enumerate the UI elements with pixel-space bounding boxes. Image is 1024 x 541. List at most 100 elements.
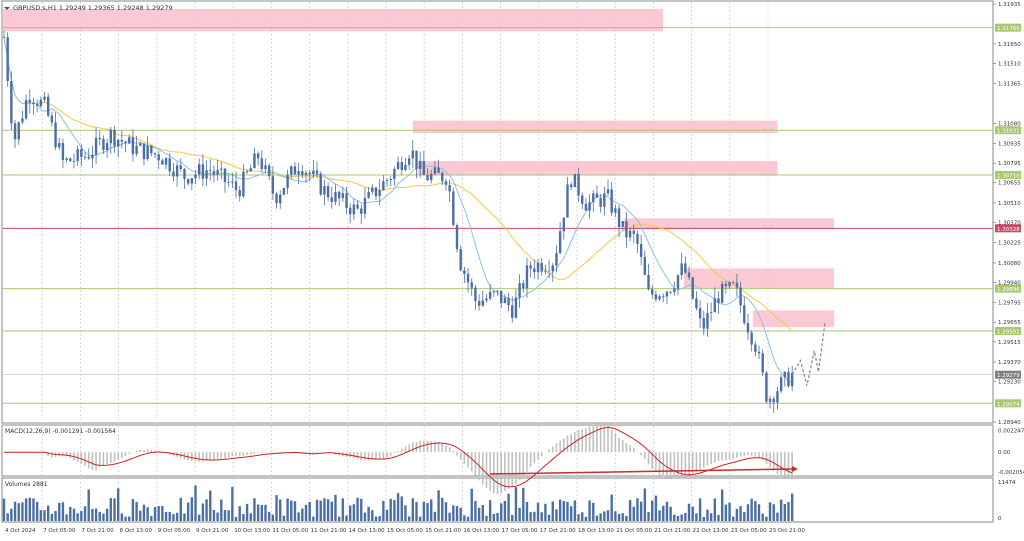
time-label: 21 Oct 21:00 [654, 528, 690, 534]
time-label: 10 Oct 13:00 [234, 528, 270, 534]
volume-bar [168, 511, 171, 521]
volume-bar [279, 499, 282, 521]
volume-axis-label: 0 [998, 516, 1002, 522]
volume-bar [584, 516, 588, 521]
volume-bar [142, 504, 146, 521]
candle-body [337, 191, 341, 199]
candle-body [396, 162, 400, 169]
resistance-zone [683, 268, 834, 289]
candle-body [50, 115, 54, 123]
time-label: 14 Oct 13:00 [349, 528, 385, 534]
moving-average-fast [3, 37, 793, 384]
candle-body [83, 156, 87, 158]
volume-bar [514, 487, 518, 521]
volume-bar [275, 495, 278, 521]
candle-body [179, 165, 182, 169]
volume-bar [308, 501, 311, 521]
macd-axis-label: -0.002054 [998, 470, 1024, 476]
volume-bar [540, 512, 543, 521]
time-axis[interactable]: 4 Oct 2024 7 Oct 05:00 7 Oct 21:00 8 Oct 13… [5, 528, 805, 534]
volume-bar [776, 512, 779, 521]
candle-body [551, 265, 554, 272]
price-tick-label: 1.29370 [998, 360, 1021, 366]
time-label: 16 Oct 13:00 [463, 528, 499, 534]
volume-bar [525, 501, 529, 521]
time-label: 23 Oct 21:00 [769, 528, 805, 534]
volume-bar [120, 513, 124, 521]
price-tick-label: 1.29655 [998, 320, 1021, 326]
volume-bar [28, 497, 31, 521]
candle-body [592, 193, 595, 203]
candle-body [65, 158, 68, 160]
price-panel[interactable] [1, 0, 994, 424]
candle-body [779, 377, 783, 392]
price-axis[interactable]: 1.31935 1.31650 1.31510 1.31365 1.31080 1.309… [993, 2, 1021, 426]
candle-body [371, 187, 374, 192]
candle-body [669, 291, 672, 293]
candle-body [676, 275, 680, 289]
volume-bar [183, 513, 186, 521]
candle-body [10, 81, 13, 124]
volume-bar [326, 499, 330, 521]
candle-body [757, 351, 761, 354]
volume-bar [54, 511, 57, 521]
candle-body [139, 143, 142, 146]
chart-menu-icon[interactable] [4, 7, 10, 10]
candle-body [588, 202, 591, 211]
candle-body [72, 160, 76, 162]
volume-bar [286, 498, 289, 521]
candle-body [76, 149, 79, 161]
candle-body [223, 168, 227, 183]
candle-body [356, 204, 359, 209]
volume-bar [422, 501, 426, 521]
candle-body [698, 308, 702, 319]
volume-bar [135, 501, 138, 521]
price-level-badges: 1.31766 1.31031 1.30710 1.30328 1.29896 1.295… [995, 23, 1021, 408]
candle-body [400, 162, 403, 171]
candle-body [724, 283, 728, 287]
candle-body [120, 139, 124, 142]
price-tick-label: 1.30080 [998, 261, 1021, 267]
candle-body [654, 294, 658, 300]
candle-body [488, 291, 492, 299]
volume-bar [669, 506, 672, 521]
candle-body [411, 150, 415, 159]
candle-body [58, 143, 61, 148]
volume-bar [757, 504, 761, 521]
volume-bar [500, 503, 503, 521]
candle-body [13, 123, 17, 140]
volume-bar [790, 493, 794, 521]
volume-bar [488, 500, 492, 521]
volume-bar [186, 502, 190, 521]
candle-body [529, 265, 532, 269]
candle-body [131, 137, 135, 154]
volume-bar [312, 516, 315, 521]
candle-body [260, 158, 264, 170]
volume-bar [98, 511, 101, 521]
candle-body [271, 176, 275, 194]
candle-body [709, 312, 713, 314]
volume-bar [466, 516, 470, 521]
price-tick-label: 1.30795 [998, 161, 1021, 167]
candle-body [455, 225, 459, 250]
volume-bar [367, 506, 370, 521]
volume-bar [201, 503, 205, 521]
candle-body [761, 353, 764, 373]
candle-body [713, 298, 717, 313]
volume-bar [418, 516, 422, 521]
resistance-zone [752, 310, 834, 328]
volume-bar [146, 507, 149, 521]
candle-body [547, 270, 551, 272]
volume-bar [190, 497, 194, 521]
volume-bar [223, 509, 227, 521]
price-badge [995, 171, 1021, 180]
volume-bar [113, 498, 116, 521]
candle-body [105, 143, 109, 151]
volume-bar [157, 506, 160, 521]
volume-bar [415, 501, 418, 521]
candle-body [665, 291, 669, 297]
price-tick-label: 1.31510 [998, 61, 1021, 67]
time-label: 23 Oct 05:00 [731, 528, 767, 534]
